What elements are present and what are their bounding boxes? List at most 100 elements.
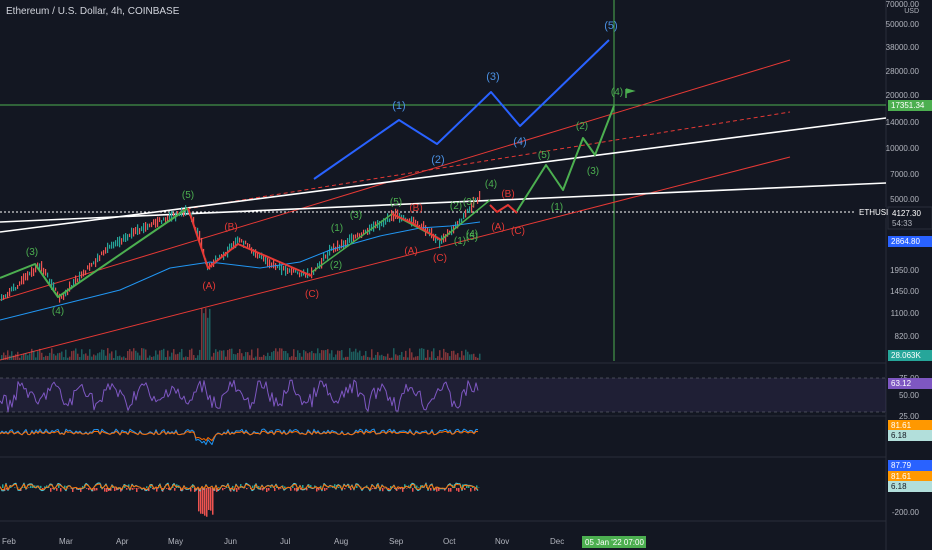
volume-bar — [123, 356, 125, 360]
candle — [287, 267, 289, 274]
osc2-bar — [462, 484, 464, 488]
green-wave-label: (2) — [450, 201, 462, 212]
osc2-bar — [318, 488, 320, 491]
volume-bar — [287, 353, 289, 360]
candle — [281, 264, 283, 276]
candle — [395, 208, 397, 220]
volume-bar — [103, 349, 105, 360]
osc2-bar — [384, 488, 386, 489]
volume-bar — [61, 351, 63, 360]
candle — [349, 234, 351, 243]
candle — [253, 249, 255, 256]
osc2-bar — [224, 488, 226, 489]
candle — [159, 217, 161, 222]
candle — [229, 243, 231, 252]
candle — [35, 264, 37, 273]
osc2-bar — [436, 488, 438, 492]
candle — [157, 216, 159, 227]
osc2-bar — [112, 485, 114, 488]
volume-bar — [277, 351, 279, 360]
osc2-label-a: 87.79 — [891, 461, 912, 470]
candle — [77, 278, 79, 282]
candle — [269, 259, 271, 269]
volume-bar — [137, 352, 139, 360]
candle — [87, 265, 89, 270]
volume-bar — [329, 353, 331, 360]
osc2-bar — [96, 488, 98, 491]
candle — [193, 216, 195, 225]
volume-bar — [65, 349, 67, 360]
volume-bar — [325, 350, 327, 360]
volume-bar — [397, 355, 399, 360]
candle — [107, 242, 109, 253]
volume-bar — [429, 357, 431, 360]
candle — [81, 271, 83, 279]
candle — [467, 208, 469, 214]
volume-bar — [185, 356, 187, 360]
osc2-label-c: 6.18 — [891, 482, 907, 491]
candle — [139, 228, 141, 235]
green-wave-projection — [516, 105, 615, 212]
osc2-bar — [400, 488, 402, 490]
candle — [79, 271, 81, 282]
volume-bar — [455, 354, 457, 360]
volume-bar — [187, 356, 189, 360]
green-wave-label: (4) — [611, 87, 623, 98]
volume-bar — [335, 354, 337, 360]
volume-bar — [171, 352, 173, 360]
candle — [363, 229, 365, 235]
osc2-bar — [438, 488, 440, 491]
osc2-bar — [46, 485, 48, 488]
volume-bar — [183, 357, 185, 360]
volume-bar — [159, 350, 161, 360]
osc2-bar — [210, 488, 212, 511]
osc2-bar — [292, 485, 294, 488]
osc2-bar — [296, 488, 298, 492]
candle — [397, 209, 399, 219]
candle — [345, 239, 347, 248]
volume-bar — [81, 349, 83, 360]
rsi-band — [0, 378, 886, 412]
volume-bar — [259, 356, 261, 360]
volume-bar — [271, 352, 273, 360]
osc2-bar — [30, 485, 32, 488]
osc2-bar — [464, 488, 466, 490]
volume-bar — [433, 348, 435, 360]
osc2-label-a-bg — [888, 460, 932, 471]
candle — [63, 293, 65, 301]
candle — [295, 268, 297, 273]
candle — [411, 216, 413, 227]
blue-wave-label: (1) — [392, 100, 405, 112]
candle — [431, 227, 433, 239]
candle — [215, 255, 217, 264]
osc2-bar — [104, 488, 106, 492]
candle — [463, 212, 465, 220]
volume-bar — [423, 348, 425, 360]
candle — [55, 287, 57, 291]
candle — [291, 267, 293, 276]
osc2-bar — [60, 488, 62, 492]
candle — [337, 240, 339, 252]
candle — [341, 239, 343, 249]
volume-bar — [29, 353, 31, 360]
candle — [147, 223, 149, 230]
candle — [173, 212, 175, 217]
osc2-bar — [150, 484, 152, 488]
volume-bar — [333, 357, 335, 360]
volume-bar — [69, 356, 71, 360]
candle — [479, 190, 481, 201]
volume-bar — [399, 355, 401, 360]
candle — [403, 214, 405, 219]
osc2-bar — [156, 488, 158, 492]
price-tick-label: 10000.00 — [886, 144, 920, 153]
volume-bar — [97, 353, 99, 360]
volume-bar — [37, 351, 39, 360]
volume-bar — [79, 356, 81, 360]
volume-bar — [371, 349, 373, 360]
volume-bar — [211, 356, 213, 360]
candle — [249, 243, 251, 248]
osc2-bar — [258, 486, 260, 488]
candle — [11, 286, 13, 292]
red-correction-1 — [187, 207, 313, 277]
